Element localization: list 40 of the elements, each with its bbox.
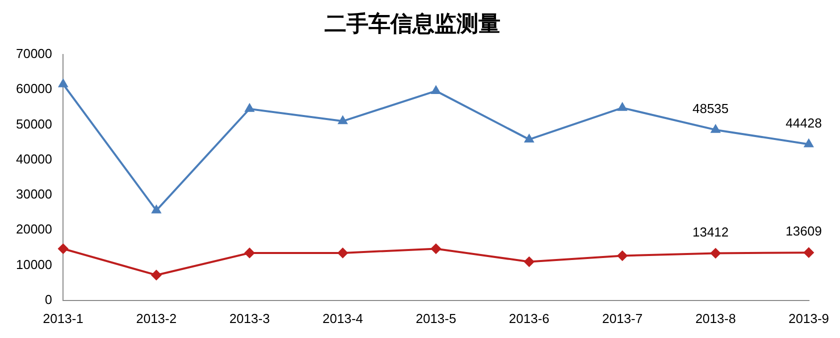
- point: [244, 248, 255, 258]
- point: [524, 134, 534, 142]
- y-tick-label: 40000: [16, 151, 52, 166]
- point: [431, 86, 440, 94]
- point: [245, 104, 254, 112]
- point: [804, 139, 814, 148]
- point: [152, 205, 161, 214]
- data-label: 48535: [692, 100, 729, 116]
- x-tick-label: 2013-8: [695, 310, 736, 326]
- point: [338, 116, 348, 124]
- point: [617, 250, 628, 261]
- x-tick-label: 2013-9: [788, 310, 830, 326]
- point: [710, 248, 721, 258]
- point: [711, 124, 720, 133]
- point: [58, 79, 68, 88]
- y-tick-label: 60000: [16, 81, 52, 96]
- x-tick-label: 2013-5: [416, 310, 456, 326]
- point: [430, 244, 441, 254]
- point: [151, 270, 162, 280]
- y-tick-label: 10000: [16, 256, 52, 272]
- data-label: 44428: [786, 115, 822, 130]
- y-tick-label: 70000: [16, 46, 52, 61]
- y-tick-label: 20000: [16, 222, 52, 237]
- x-tick-label: 2013-4: [322, 310, 363, 326]
- point: [58, 244, 68, 254]
- x-tick-label: 2013-7: [602, 310, 643, 326]
- x-tick-label: 2013-6: [508, 310, 550, 326]
- x-tick-label: 2013-2: [136, 310, 177, 326]
- point: [338, 248, 348, 258]
- x-tick-label: 2013-3: [229, 310, 270, 326]
- chart-title: 二手车信息监测量: [324, 10, 500, 37]
- point: [804, 248, 814, 258]
- y-tick-label: 50000: [16, 116, 52, 132]
- data-label: 13412: [692, 224, 729, 240]
- point: [524, 256, 534, 267]
- y-tick-label: 0: [44, 292, 52, 307]
- data-label: 13609: [786, 224, 822, 239]
- x-tick-label: 2013-1: [42, 310, 84, 326]
- point: [618, 102, 627, 111]
- y-tick-label: 30000: [16, 186, 52, 202]
